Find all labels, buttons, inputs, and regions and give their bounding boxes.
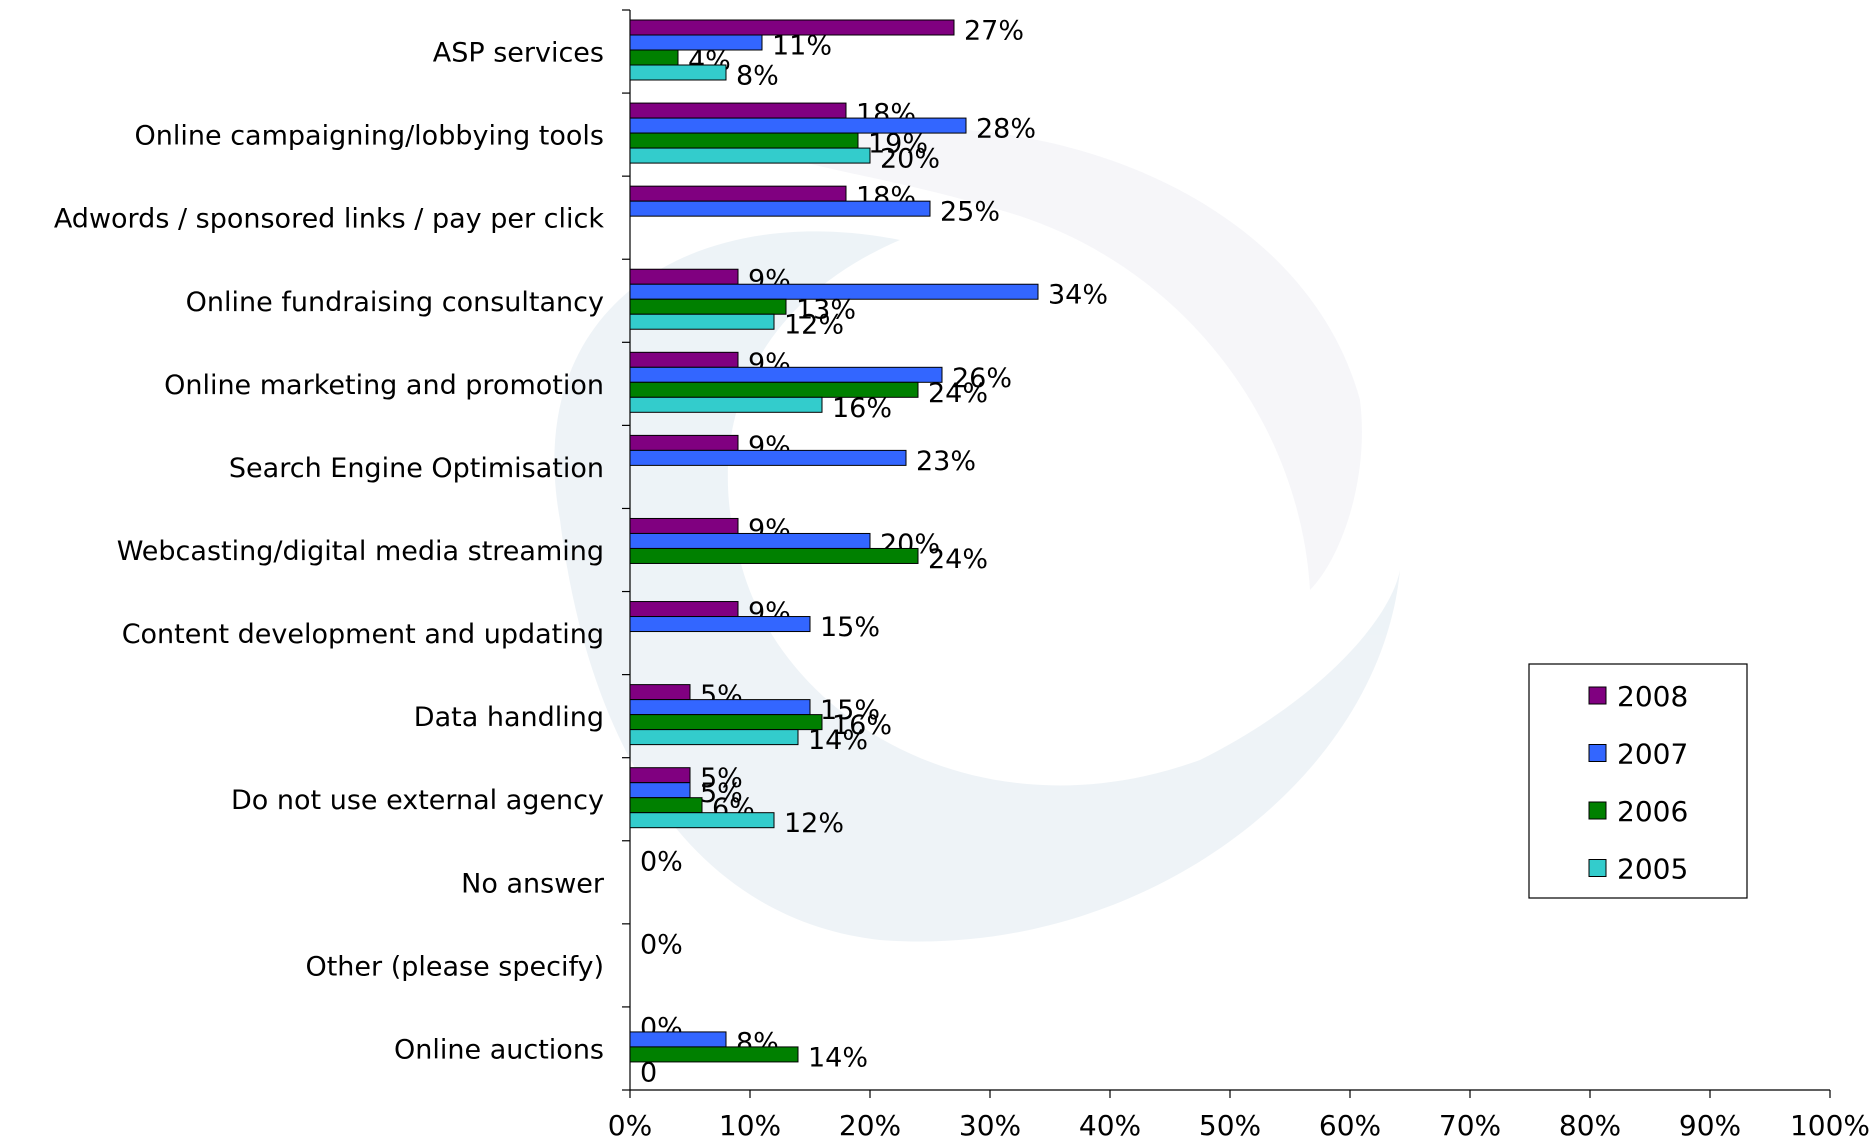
bar [629, 434, 739, 451]
bar [629, 268, 739, 285]
value-label: 20% [880, 144, 940, 175]
legend-swatch [1588, 801, 1607, 820]
x-tick-label: 70% [1439, 1109, 1501, 1142]
bar [629, 714, 823, 731]
bar [629, 147, 871, 164]
x-tick-label: 50% [1199, 1109, 1261, 1142]
bar [629, 532, 871, 549]
x-tick-label: 90% [1679, 1109, 1741, 1142]
bar [629, 684, 691, 701]
value-label: 26% [952, 363, 1012, 394]
bar [629, 449, 907, 466]
category-label: Search Engine Optimisation [229, 453, 604, 484]
value-label: 0% [640, 846, 683, 877]
x-tick-label: 100% [1790, 1109, 1870, 1142]
category-label: Adwords / sponsored links / pay per clic… [54, 204, 605, 235]
bar [629, 812, 775, 829]
bar [629, 19, 955, 36]
bar [629, 517, 739, 534]
bar [629, 200, 931, 217]
x-tick-label: 10% [719, 1109, 781, 1142]
bar [629, 313, 775, 330]
bar [629, 185, 847, 202]
value-label: 15% [820, 612, 880, 643]
value-label: 15% [820, 695, 880, 726]
category-label: Online auctions [394, 1034, 604, 1065]
x-tick-label: 30% [959, 1109, 1021, 1142]
value-label: 28% [976, 114, 1036, 145]
category-label: Data handling [414, 702, 604, 733]
bar [629, 396, 823, 413]
value-label: 0 [640, 1057, 657, 1088]
value-label: 34% [1048, 280, 1108, 311]
value-label: 23% [916, 446, 976, 477]
legend-swatch [1588, 744, 1607, 762]
bar [629, 102, 847, 119]
x-tick-label: 40% [1079, 1109, 1141, 1142]
bar [629, 49, 679, 66]
value-label: 12% [784, 310, 844, 341]
category-label: Webcasting/digital media streaming [117, 536, 604, 567]
category-label: Do not use external agency [231, 785, 604, 816]
value-label: 12% [784, 808, 844, 839]
bar [629, 729, 799, 746]
category-label: Online campaigning/lobbying tools [135, 121, 604, 152]
bar [629, 1031, 727, 1048]
bar [629, 616, 811, 633]
category-label: No answer [461, 868, 605, 899]
bar [629, 767, 691, 784]
background-swirl [554, 127, 1400, 942]
category-label: Online marketing and promotion [164, 370, 604, 401]
value-label: 8% [736, 61, 779, 92]
x-tick-label: 20% [839, 1109, 901, 1142]
bar [629, 782, 691, 799]
bar [629, 34, 763, 51]
value-label: 14% [808, 1042, 868, 1073]
value-label: 16% [832, 710, 892, 741]
bar [629, 366, 943, 383]
bar [629, 298, 787, 315]
value-label: 5% [700, 778, 743, 809]
legend-label: 2007 [1617, 738, 1688, 771]
legend-label: 2006 [1617, 795, 1688, 828]
x-tick-label: 0% [608, 1109, 652, 1142]
value-label: 14% [808, 725, 868, 756]
category-label: Other (please specify) [305, 951, 604, 982]
bar [629, 601, 739, 618]
value-label: 11% [772, 31, 832, 62]
x-tick-label: 80% [1559, 1109, 1621, 1142]
legend-swatch [1588, 686, 1607, 705]
bar [629, 797, 703, 814]
value-label: 13% [796, 295, 856, 326]
bar [629, 132, 859, 149]
bar [629, 64, 727, 81]
bar [629, 1046, 799, 1063]
legend-swatch [1588, 859, 1607, 877]
bar [629, 547, 919, 564]
value-label: 24% [928, 378, 988, 409]
bar [629, 699, 811, 716]
legend-label: 2005 [1617, 853, 1688, 886]
category-label: ASP services [433, 38, 604, 69]
value-label: 19% [868, 129, 928, 160]
x-tick-label: 60% [1319, 1109, 1381, 1142]
bar [629, 351, 739, 368]
value-label: 5% [700, 763, 743, 794]
category-label: Content development and updating [122, 619, 604, 650]
value-label: 27% [964, 16, 1024, 47]
value-label: 16% [832, 393, 892, 424]
legend-box [1528, 663, 1748, 899]
value-label: 25% [940, 197, 1000, 228]
bar [629, 283, 1039, 300]
value-label: 24% [928, 544, 988, 575]
value-label: 0% [640, 929, 683, 960]
category-label: Online fundraising consultancy [186, 287, 604, 318]
legend-label: 2008 [1617, 680, 1688, 713]
